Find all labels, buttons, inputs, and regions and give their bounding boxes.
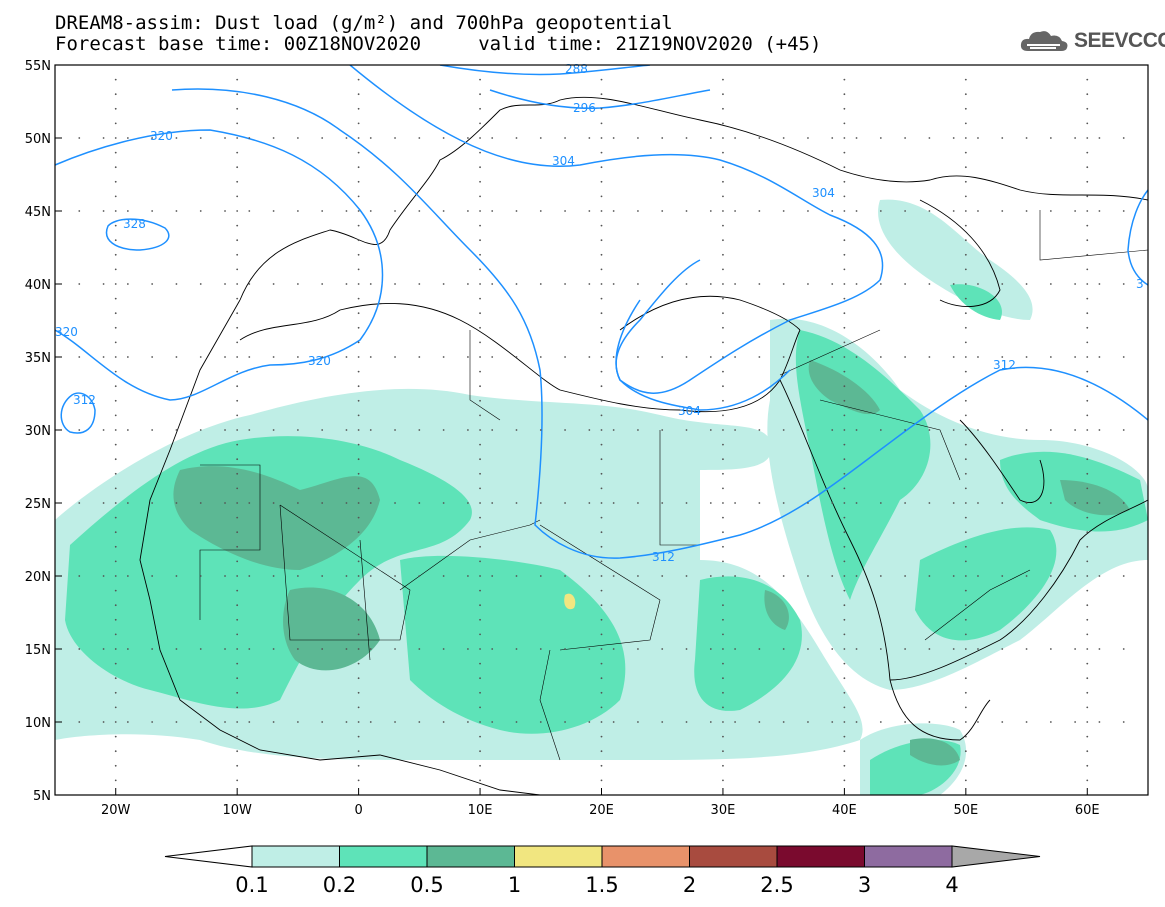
colorbar-tick-label: 1 — [508, 873, 521, 897]
colorbar-swatch — [514, 845, 603, 868]
lat-tick-label: 40N — [25, 278, 51, 293]
contour-label-296: 296 — [573, 101, 596, 115]
forecast-time-subtitle: Forecast base time: 00Z18NOV2020 valid t… — [55, 33, 822, 55]
lat-tick-label: 30N — [25, 424, 51, 439]
contour-label-320: 320 — [308, 354, 331, 368]
logo-text: SEEVCCC — [1074, 29, 1165, 52]
map-title: DREAM8-assim: Dust load (g/m²) and 700hP… — [55, 12, 673, 34]
geopotential-contours — [55, 65, 1148, 559]
contour-label-edge: 3 — [1136, 277, 1144, 291]
contour-label-312: 312 — [652, 550, 675, 564]
colorbar-swatch — [251, 845, 340, 868]
colorbar-tick-label: 2.5 — [760, 873, 793, 897]
lon-tick-label: 0 — [354, 803, 362, 818]
lat-tick-label: 55N — [25, 59, 51, 74]
lon-tick-label: 60E — [1075, 803, 1100, 818]
colorbar-tick-label: 3 — [858, 873, 871, 897]
colorbar-swatch — [864, 845, 953, 868]
longitude-axis: 20W 10W 0 10E 20E 30E 40E 50E 60E — [101, 788, 1100, 818]
contour-label-312: 312 — [73, 393, 96, 407]
lat-tick-label: 25N — [25, 497, 51, 512]
colorbar-tick-label: 0.2 — [323, 873, 356, 897]
lon-tick-label: 20E — [589, 803, 614, 818]
contour-label-304: 304 — [812, 186, 835, 200]
dust-band-1 — [564, 593, 576, 610]
lon-tick-label: 10W — [222, 803, 252, 818]
dust-shading-layer — [55, 199, 1148, 795]
colorbar-swatch — [426, 845, 515, 868]
lon-tick-label: 40E — [832, 803, 857, 818]
lon-tick-label: 30E — [711, 803, 736, 818]
contour-label-328: 328 — [123, 217, 146, 231]
dust-band-0.5 — [173, 360, 1130, 766]
contour-label-304: 304 — [678, 404, 701, 418]
colorbar-tick-label: 1.5 — [585, 873, 618, 897]
colorbar-swatch — [776, 845, 865, 868]
contour-label-288: 288 — [565, 62, 588, 76]
colorbar-lower-triangle — [164, 845, 253, 868]
colorbar-upper-triangle — [951, 845, 1041, 868]
contour-label-320: 320 — [150, 129, 173, 143]
graticule-dots — [78, 78, 1125, 782]
coastlines — [139, 96, 1148, 795]
colorbar-swatch — [601, 845, 690, 868]
contour-label-312: 312 — [993, 358, 1016, 372]
colorbar-swatch — [689, 845, 778, 868]
lon-tick-label: 20W — [101, 803, 131, 818]
lat-tick-label: 15N — [25, 643, 51, 658]
colorbar-tick-label: 0.1 — [235, 873, 268, 897]
colorbar-tick-label: 2 — [683, 873, 696, 897]
contour-labels: 288 296 304 304 304 312 312 312 320 320 … — [55, 62, 1144, 564]
colorbar-tick-label: 0.5 — [410, 873, 443, 897]
lat-tick-label: 50N — [25, 132, 51, 147]
lat-tick-label: 45N — [25, 205, 51, 220]
colorbar-swatch — [339, 845, 428, 868]
contour-label-320: 320 — [55, 325, 78, 339]
lat-tick-label: 35N — [25, 351, 51, 366]
lon-tick-label: 10E — [468, 803, 493, 818]
lon-tick-label: 50E — [953, 803, 978, 818]
seevccc-logo: SEEVCCC — [1018, 26, 1165, 56]
cloud-icon — [1020, 31, 1068, 51]
lat-tick-label: 20N — [25, 570, 51, 585]
latitude-axis: 55N 50N 45N 40N 35N 30N 25N 20N 15N 10N 5N — [25, 59, 62, 804]
lat-tick-label: 10N — [25, 716, 51, 731]
contour-label-304: 304 — [552, 154, 575, 168]
lat-tick-label: 5N — [33, 789, 51, 804]
colorbar: 0.1 0.2 0.5 1 1.5 2 2.5 3 4 — [164, 845, 1041, 897]
colorbar-tick-label: 4 — [945, 873, 958, 897]
